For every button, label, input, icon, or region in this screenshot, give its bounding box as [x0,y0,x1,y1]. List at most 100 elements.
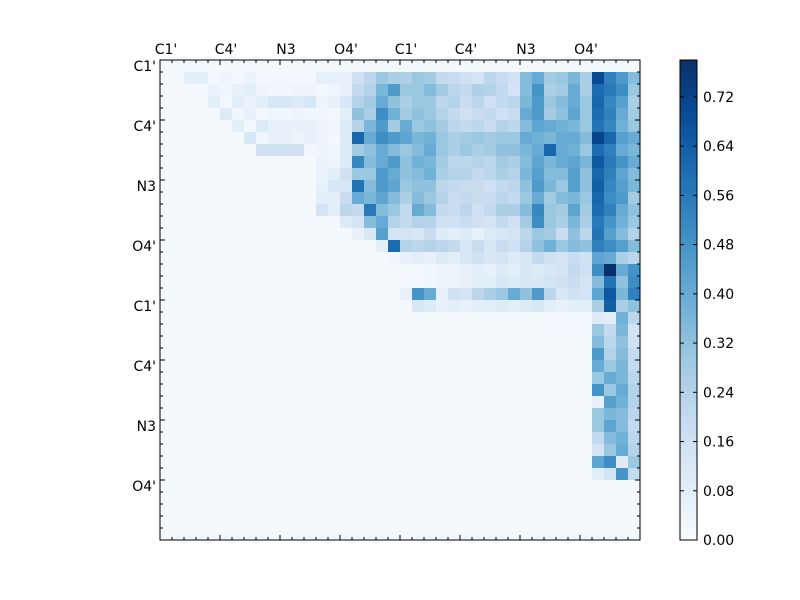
heatmap-cell [496,444,509,457]
heatmap-cell [184,276,197,289]
heatmap-cell [472,408,485,421]
heatmap-cell [484,288,497,301]
heatmap-cell [208,96,221,109]
heatmap-cell [328,384,341,397]
heatmap-cell [604,312,617,325]
heatmap-cell [268,204,281,217]
heatmap-cell [172,420,185,433]
heatmap-cell [196,84,209,97]
heatmap-cell [520,396,533,409]
heatmap-cell [532,60,545,73]
heatmap-cell [388,468,401,481]
heatmap-cell [364,444,377,457]
heatmap-cell [412,132,425,145]
heatmap-cell [328,300,341,313]
heatmap-cell [160,132,173,145]
heatmap-cell [532,360,545,373]
heatmap-cell [196,504,209,517]
heatmap-cell [520,72,533,85]
heatmap-cell [544,264,557,277]
heatmap-cell [160,276,173,289]
heatmap-cell [280,456,293,469]
heatmap-cell [388,324,401,337]
heatmap-cell [400,228,413,241]
heatmap-cell [508,84,521,97]
heatmap-cell [316,528,329,541]
heatmap-cell [184,420,197,433]
heatmap-cell [268,216,281,229]
heatmap-cell [508,216,521,229]
heatmap-cell [220,528,233,541]
heatmap-cell [352,408,365,421]
heatmap-cell [592,360,605,373]
heatmap-cell [244,480,257,493]
colorbar-tick-label: 0.08 [703,484,734,500]
heatmap-cell [220,480,233,493]
heatmap-cell [508,516,521,529]
heatmap-cell [304,264,317,277]
heatmap-cell [196,204,209,217]
heatmap-cell [424,360,437,373]
heatmap-cell [412,528,425,541]
heatmap-cell [532,252,545,265]
heatmap-cell [292,216,305,229]
heatmap-cell [184,84,197,97]
heatmap-cell [292,360,305,373]
heatmap-cell [436,420,449,433]
heatmap-cell [304,516,317,529]
heatmap-cell [184,300,197,313]
heatmap-cell [304,240,317,253]
heatmap-cell [172,204,185,217]
heatmap-cell [556,504,569,517]
heatmap-cell [256,276,269,289]
heatmap-cell [244,192,257,205]
heatmap-cell [436,180,449,193]
heatmap-cell [580,132,593,145]
heatmap-cell [556,492,569,505]
heatmap-cell [316,336,329,349]
heatmap-cell [628,84,641,97]
heatmap-cell [256,384,269,397]
heatmap-cell [376,228,389,241]
heatmap-cell [376,444,389,457]
heatmap-cell [424,180,437,193]
heatmap-cell [352,432,365,445]
heatmap-cell [580,168,593,181]
heatmap-cell [244,528,257,541]
heatmap-cell [400,396,413,409]
heatmap-cell [424,420,437,433]
heatmap-cell [496,252,509,265]
heatmap-cell [256,168,269,181]
heatmap-cell [448,492,461,505]
heatmap-cell [376,84,389,97]
heatmap-cell [280,504,293,517]
heatmap-cell [484,444,497,457]
heatmap-cell [388,312,401,325]
heatmap-cell [604,492,617,505]
heatmap-cell [592,96,605,109]
heatmap-cell [232,312,245,325]
heatmap-cell [388,168,401,181]
heatmap-cell [424,72,437,85]
heatmap-cell [616,360,629,373]
heatmap-cell [256,144,269,157]
heatmap-cell [556,108,569,121]
heatmap-cell [340,444,353,457]
heatmap-cell [520,168,533,181]
heatmap-cell [508,504,521,517]
heatmap-cell [160,372,173,385]
heatmap-cell [556,516,569,529]
heatmap-cell [196,240,209,253]
heatmap-cell [364,492,377,505]
heatmap-cell [532,72,545,85]
heatmap-cell [616,120,629,133]
heatmap-cell [184,252,197,265]
heatmap-cell [376,120,389,133]
heatmap-cell [160,312,173,325]
heatmap-cell [436,204,449,217]
heatmap-cell [412,96,425,109]
heatmap-cell [256,336,269,349]
heatmap-cell [256,480,269,493]
heatmap-cell [316,456,329,469]
heatmap-cell [544,420,557,433]
